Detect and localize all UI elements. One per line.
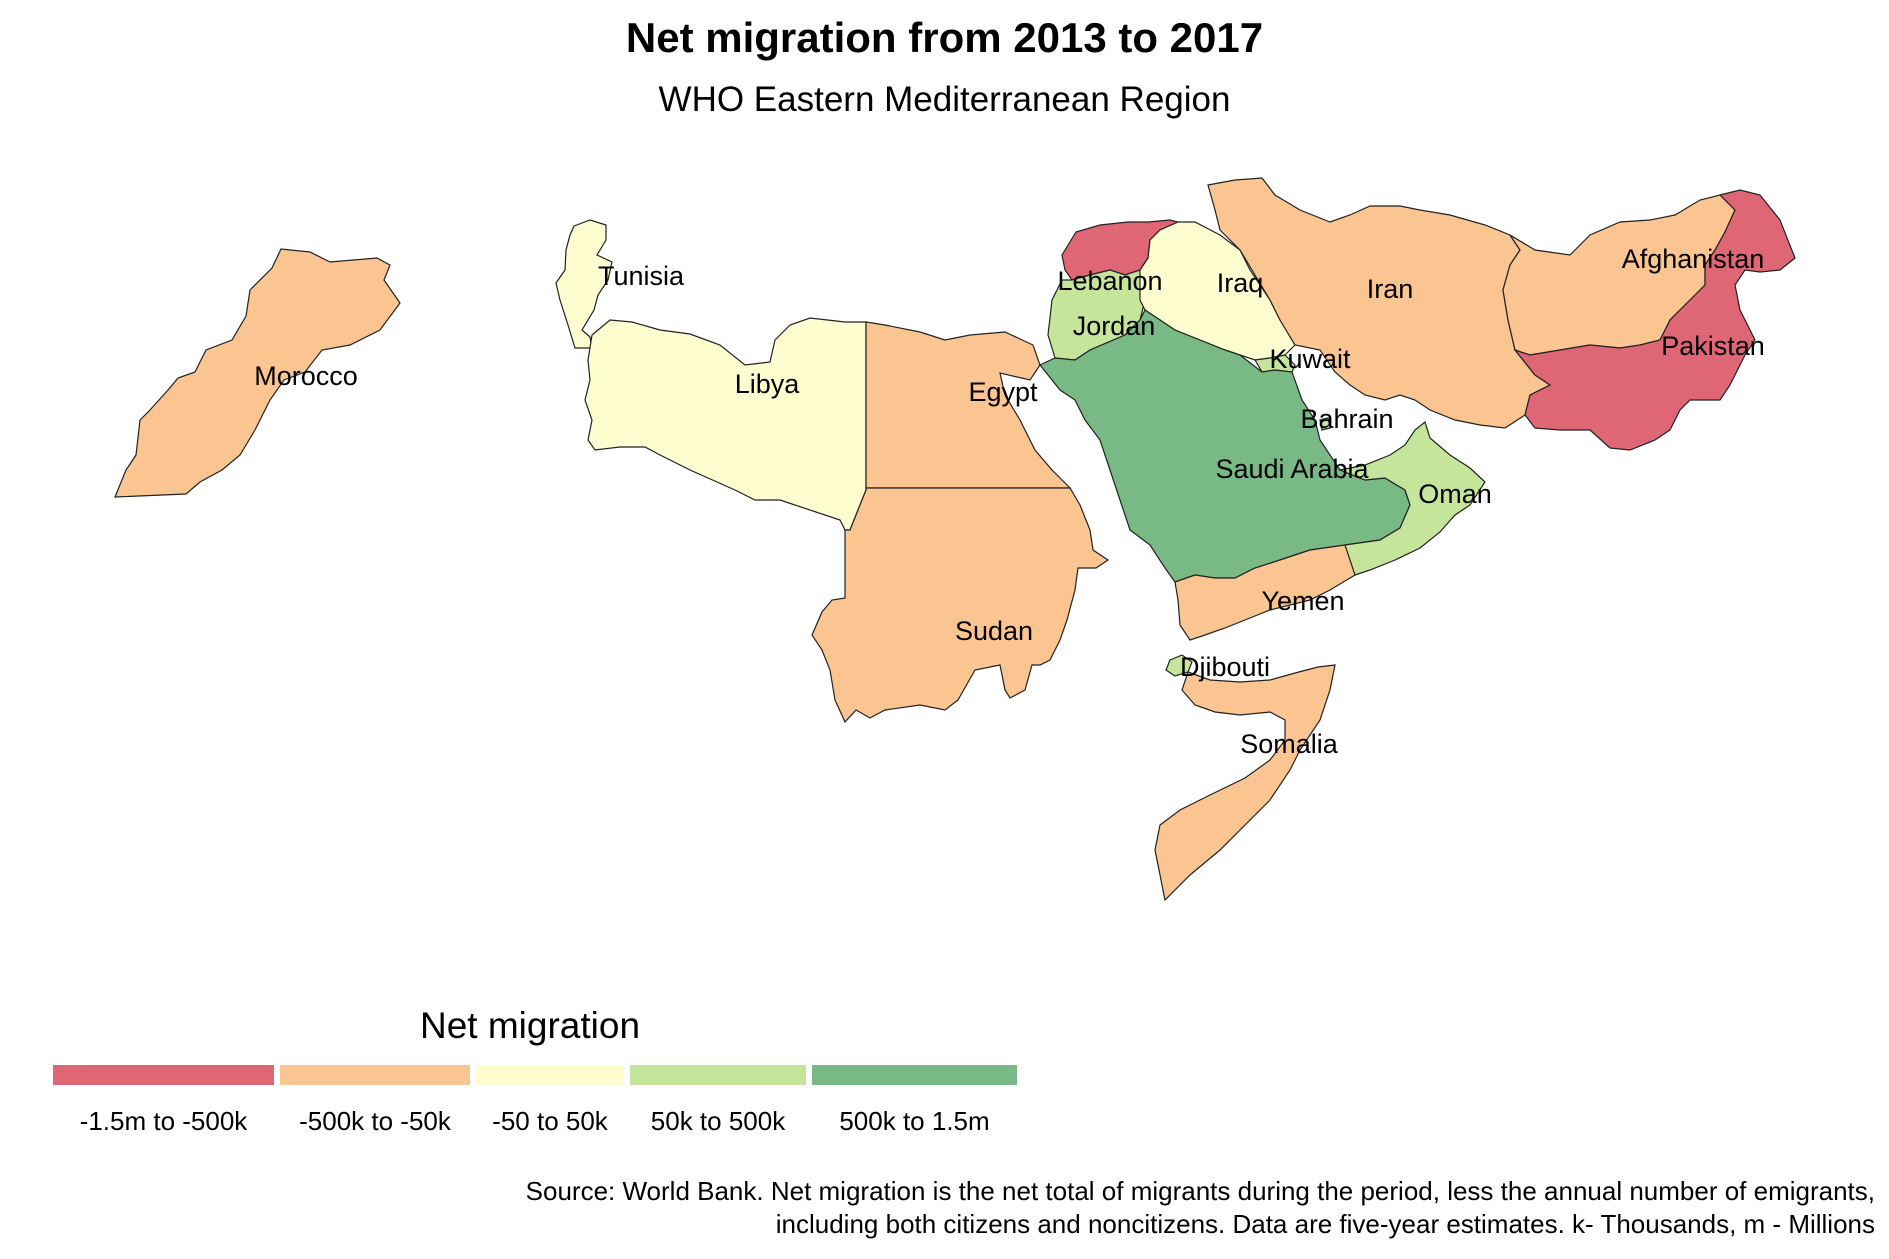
choropleth-map: Morocco Tunisia Libya Egypt Sudan Lebano… (114, 177, 1796, 902)
legend-label-2: -50 to 50k (492, 1106, 608, 1136)
country-egypt[interactable] (865, 321, 1072, 489)
legend-swatch-3 (630, 1065, 806, 1085)
map-title: Net migration from 2013 to 2017 (625, 14, 1264, 61)
label-iran: Iran (1367, 274, 1414, 304)
legend-title: Net migration (419, 1005, 641, 1046)
label-somalia: Somalia (1240, 729, 1339, 759)
label-afghanistan: Afghanistan (1622, 244, 1765, 274)
legend-label-1: -500k to -50k (299, 1106, 451, 1136)
label-pakistan: Pakistan (1661, 331, 1765, 361)
label-saudi: Saudi Arabia (1215, 454, 1369, 484)
legend-label-3: 50k to 500k (650, 1106, 786, 1136)
country-morocco[interactable] (114, 248, 401, 498)
legend-label-4: 500k to 1.5m (839, 1106, 990, 1136)
country-pakistan[interactable] (1513, 189, 1796, 451)
label-egypt: Egypt (968, 377, 1038, 407)
label-oman: Oman (1418, 479, 1492, 509)
legend-swatch-2 (476, 1065, 624, 1085)
label-yemen: Yemen (1261, 586, 1344, 616)
country-yemen[interactable] (1174, 544, 1356, 641)
label-jordan: Jordan (1073, 311, 1156, 341)
legend-swatch-1 (280, 1065, 470, 1085)
country-sudan[interactable] (811, 487, 1110, 724)
source-line-1: Source: World Bank. Net migration is the… (525, 1176, 1875, 1206)
legend-label-0: -1.5m to -500k (79, 1106, 248, 1136)
label-kuwait: Kuwait (1269, 344, 1351, 374)
map-subtitle: WHO Eastern Mediterranean Region (658, 80, 1231, 119)
label-lebanon: Lebanon (1057, 266, 1162, 296)
label-libya: Libya (735, 369, 801, 399)
country-oman[interactable] (1337, 420, 1486, 576)
source-note: Source: World Bank. Net migration is the… (75, 1175, 1875, 1241)
label-morocco: Morocco (254, 361, 358, 391)
label-tunisia: Tunisia (598, 261, 685, 291)
country-tunisia[interactable] (555, 219, 613, 349)
label-bahrain: Bahrain (1300, 404, 1393, 434)
legend-swatch-4 (812, 1065, 1017, 1085)
label-iraq: Iraq (1217, 268, 1264, 298)
source-line-2: including both citizens and noncitizens.… (775, 1209, 1875, 1239)
country-bahrain[interactable] (1319, 417, 1331, 431)
legend-swatch-0 (53, 1065, 274, 1085)
label-sudan: Sudan (955, 616, 1033, 646)
country-somalia[interactable] (1154, 664, 1336, 902)
country-libya[interactable] (584, 317, 867, 531)
label-djibouti: Djibouti (1180, 652, 1270, 682)
